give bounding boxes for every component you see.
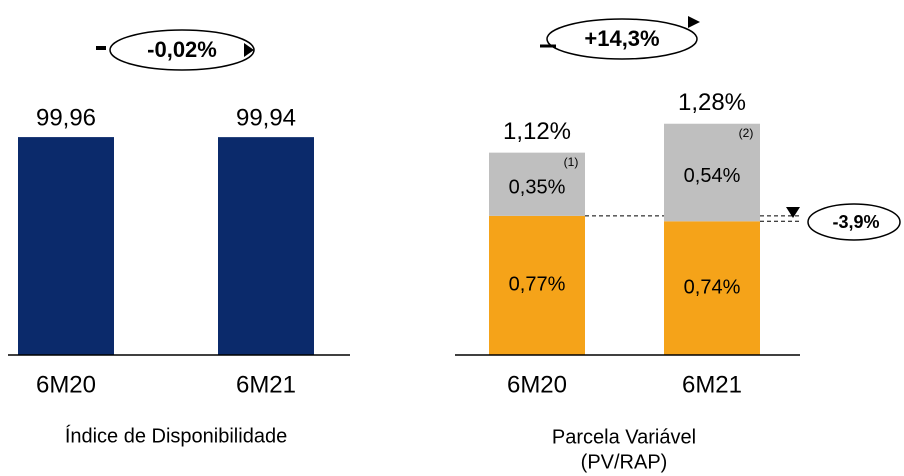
value-label: 99,94 bbox=[236, 104, 296, 131]
chart-title: Índice de Disponibilidade bbox=[65, 424, 287, 447]
bubble bbox=[546, 18, 698, 60]
x-tick-label: 6M20 bbox=[36, 371, 96, 398]
x-tick-label: 6M21 bbox=[236, 371, 296, 398]
chart-title: Parcela Variável bbox=[552, 426, 696, 448]
bar-segment bbox=[489, 152, 585, 216]
total-label: 1,28% bbox=[678, 89, 746, 116]
annotation: +14,3% bbox=[584, 26, 659, 51]
annotation: -0,02% bbox=[147, 37, 217, 62]
value-label: 99,96 bbox=[36, 104, 96, 131]
annotation-right: +14,3% -3,9% bbox=[540, 16, 901, 241]
bar-segment bbox=[664, 221, 760, 355]
x-tick-label: 6M21 bbox=[682, 371, 742, 398]
bar-segment bbox=[489, 215, 585, 355]
bar-segment bbox=[664, 123, 760, 222]
footnote-mark: (2) bbox=[739, 126, 754, 140]
value-label: 0,35% bbox=[509, 177, 566, 199]
bar bbox=[218, 137, 314, 355]
chart-title: (PV/RAP) bbox=[581, 451, 668, 473]
annotation: -3,9% bbox=[832, 212, 879, 232]
arrowhead bbox=[786, 207, 800, 218]
value-label: 0,74% bbox=[684, 276, 741, 298]
x-tick-label: 6M20 bbox=[507, 371, 567, 398]
arrowhead bbox=[244, 43, 254, 57]
value-label: 0,54% bbox=[684, 165, 741, 187]
bubble bbox=[807, 203, 901, 241]
value-label: 0,77% bbox=[509, 274, 566, 296]
bar bbox=[18, 137, 114, 355]
arrowhead bbox=[688, 16, 700, 28]
annotation-left: -0,02% bbox=[96, 29, 255, 71]
total-label: 1,12% bbox=[503, 118, 571, 145]
footnote-mark: (1) bbox=[564, 155, 579, 169]
